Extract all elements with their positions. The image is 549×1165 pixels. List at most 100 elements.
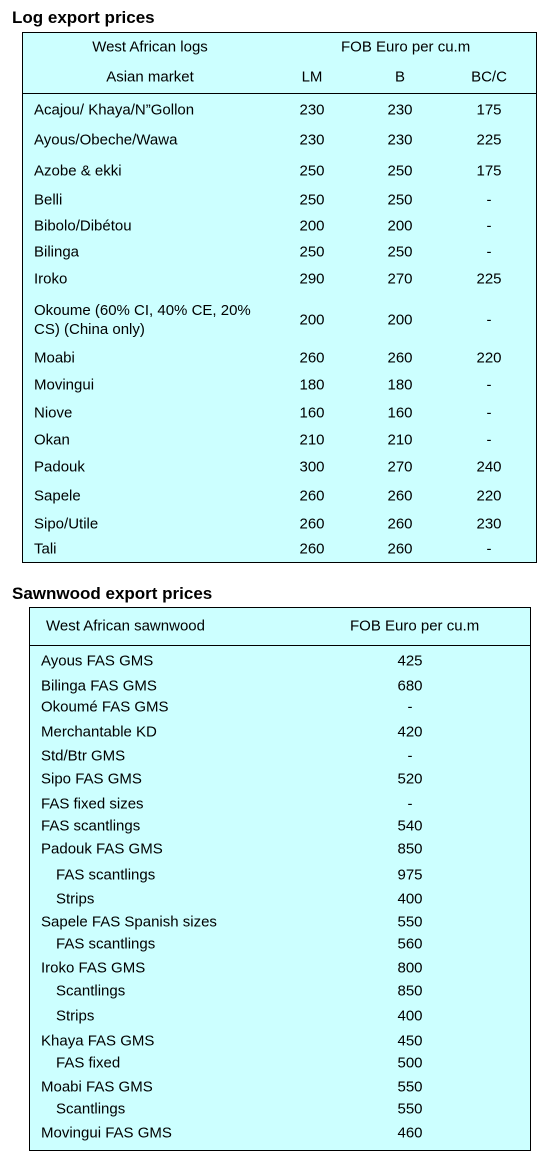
price: 290 <box>299 270 325 288</box>
row-label: Acajou/ Khaya/N”Gollon <box>34 101 195 119</box>
price: 200 <box>387 311 413 329</box>
price: 250 <box>387 191 413 209</box>
column-header: FOB Euro per cu.m <box>341 38 471 56</box>
row-label: Tali <box>34 540 57 558</box>
price: - <box>486 376 492 394</box>
price: 270 <box>387 270 413 288</box>
row-label: FAS scantlings <box>56 866 156 884</box>
price: 460 <box>397 1124 423 1142</box>
price: - <box>407 698 413 716</box>
price: - <box>486 540 492 558</box>
row-label: Okan <box>34 431 70 449</box>
row-label: Okoume (60% CI, 40% CE, 20% CS) (China o… <box>34 302 251 338</box>
row-label: FAS fixed <box>56 1054 121 1072</box>
price: 250 <box>387 162 413 180</box>
row-label: Ayous FAS GMS <box>41 652 154 670</box>
column-header: West African logs <box>92 38 208 56</box>
price: 550 <box>397 1100 423 1118</box>
column-header: BC/C <box>471 68 507 86</box>
price: 520 <box>397 770 423 788</box>
price: 250 <box>387 243 413 261</box>
column-header: Asian market <box>106 68 194 86</box>
price: 180 <box>299 376 325 394</box>
price: - <box>407 747 413 765</box>
price: 225 <box>476 270 502 288</box>
price: - <box>407 795 413 813</box>
price: 260 <box>387 349 413 367</box>
row-label: Belli <box>34 191 63 209</box>
price: 210 <box>387 431 413 449</box>
price: 300 <box>299 458 325 476</box>
price: 500 <box>397 1054 423 1072</box>
price: 180 <box>387 376 413 394</box>
price: 425 <box>397 652 423 670</box>
row-label: Scantlings <box>56 1100 126 1118</box>
table-box <box>29 607 531 1151</box>
title: Log export prices <box>12 8 155 27</box>
row-label: Niove <box>34 404 73 422</box>
price: 680 <box>397 677 423 695</box>
row-label: Moabi FAS GMS <box>41 1078 153 1096</box>
header-rule <box>22 93 537 94</box>
row-label: Azobe & ekki <box>34 162 122 180</box>
column-header: West African sawnwood <box>46 617 205 635</box>
row-label: Iroko FAS GMS <box>41 959 146 977</box>
price: 540 <box>397 817 423 835</box>
price: 220 <box>476 349 502 367</box>
row-label: Strips <box>56 1007 95 1025</box>
row-label: FAS fixed sizes <box>41 795 144 813</box>
row-label: Sapele <box>34 487 81 505</box>
column-header: LM <box>301 68 323 86</box>
row-label: Okoumé FAS GMS <box>41 698 169 716</box>
row-label: Std/Btr GMS <box>41 747 126 765</box>
row-label: Ayous/Obeche/Wawa <box>34 131 178 149</box>
price: 400 <box>397 1007 423 1025</box>
title: Sawnwood export prices <box>12 584 213 603</box>
price: - <box>486 191 492 209</box>
row-label: Movingui FAS GMS <box>41 1124 172 1142</box>
price: 260 <box>299 487 325 505</box>
price: 260 <box>387 515 413 533</box>
price: 160 <box>387 404 413 422</box>
price: 450 <box>397 1032 423 1050</box>
row-label: Movingui <box>34 376 95 394</box>
price: 975 <box>397 866 423 884</box>
price: 225 <box>476 131 502 149</box>
price: 400 <box>397 890 423 908</box>
column-header: FOB Euro per cu.m <box>350 617 480 635</box>
row-label: Bilinga <box>34 243 80 261</box>
price: 260 <box>299 540 325 558</box>
price: 230 <box>476 515 502 533</box>
row-label: Sipo FAS GMS <box>41 770 142 788</box>
price: 550 <box>397 1078 423 1096</box>
price: 200 <box>387 217 413 235</box>
price: 850 <box>397 982 423 1000</box>
price: 175 <box>476 101 502 119</box>
row-label: FAS scantlings <box>41 817 141 835</box>
row-label: FAS scantlings <box>56 935 156 953</box>
row-label: Bilinga FAS GMS <box>41 677 157 695</box>
row-label: Padouk FAS GMS <box>41 840 163 858</box>
price: 250 <box>299 191 325 209</box>
row-label: Padouk <box>34 458 85 476</box>
price: 260 <box>299 349 325 367</box>
price: 800 <box>397 959 423 977</box>
price: 260 <box>299 515 325 533</box>
price: 200 <box>299 217 325 235</box>
price: - <box>486 311 492 329</box>
row-label: Bibolo/Dibétou <box>34 217 132 235</box>
row-label: Strips <box>56 890 95 908</box>
price: 560 <box>397 935 423 953</box>
price: 160 <box>299 404 325 422</box>
row-label: Iroko <box>34 270 68 288</box>
price: 240 <box>476 458 502 476</box>
row-label: Sapele FAS Spanish sizes <box>41 913 217 931</box>
price: 220 <box>476 487 502 505</box>
price: 230 <box>387 131 413 149</box>
price: - <box>486 404 492 422</box>
row-label: Sipo/Utile <box>34 515 99 533</box>
column-header: B <box>394 68 405 86</box>
header-rule <box>29 645 531 646</box>
price: 270 <box>387 458 413 476</box>
